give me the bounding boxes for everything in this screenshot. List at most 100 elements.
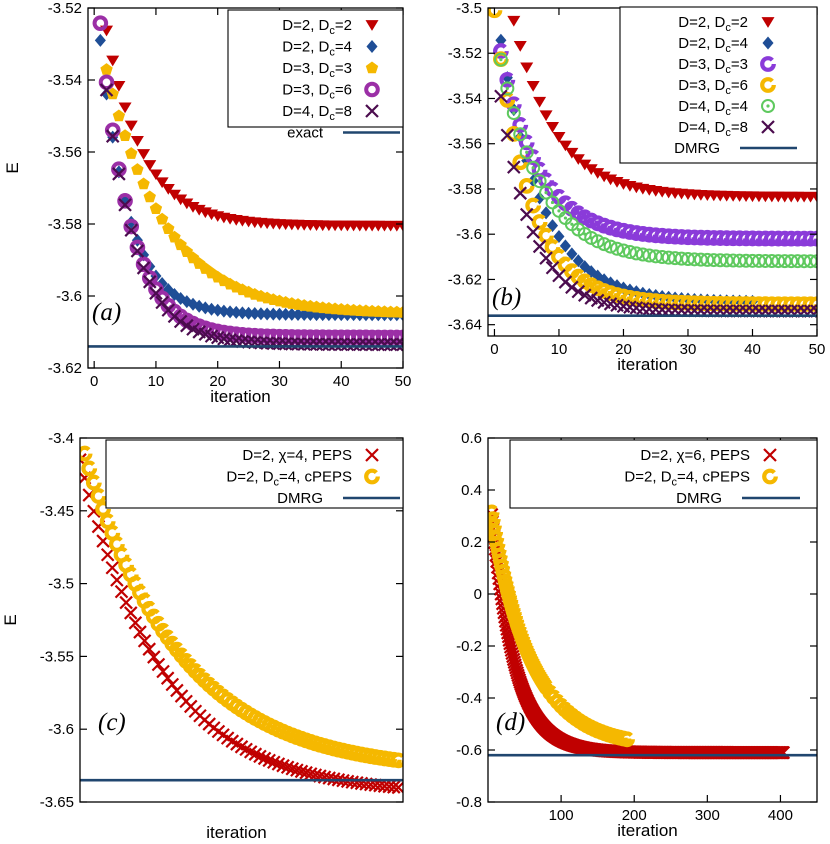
point-a-1-24 [243,306,255,320]
point-b-2-49 [809,230,817,247]
plot-area-c [80,445,403,795]
xtick-label-d-1: 200 [622,807,647,824]
legend-label-main-d-1: D=2, D [624,469,671,486]
point-a-4-30 [285,337,299,351]
point-b-4-2 [506,106,521,121]
point-a-1-35 [311,308,323,322]
point-a-0-12 [174,194,188,206]
legend-label-sub-a-0: c [329,25,335,37]
point-a-2-10 [162,222,175,234]
point-b-5-2 [507,160,521,174]
legend-label-main-b-2: D=3, D [678,56,725,73]
point-b-4-7-dot [544,191,548,195]
legend-label-main-b-3: D=3, D [678,77,725,94]
point-b-5-0 [494,89,508,104]
ytick-label-b-4: -3.58 [448,181,482,198]
point-b-5-7 [539,251,553,265]
point-b-4-1-dot [505,86,509,91]
legend-marker-c-1 [364,468,380,485]
point-b-0-7 [546,122,560,133]
point-b-1-10 [559,239,571,253]
series-c-1 [80,445,403,769]
point-a-1-21 [224,305,236,319]
legend-label-b-2: D=3, Dc=3 [678,56,748,76]
xtick-label-d-0: 100 [549,807,574,824]
point-b-4-0-ring [493,52,508,67]
ytick-label-d-2: 0.2 [461,534,482,551]
point-b-5-12 [571,284,586,299]
legend-label-sub-b-2: c [725,64,731,76]
legend-label-c-1: D=2, Dc=4, cPEPS [226,469,352,489]
panel-d: 0.6 0.4 0.2 0 -0.2 -0.4 -0.6 -0.8 100 200 300 400 it… [456,430,818,840]
point-c-0-14 [137,634,152,648]
point-a-2-4 [125,147,138,159]
xlabel-b: iteration [617,355,677,374]
legend-label-tail-c-1: =4, cPEPS [279,469,352,486]
point-c-0-17 [151,657,166,672]
point-a-0-2 [112,81,126,92]
legend-label-a-2: D=3, Dc=3 [282,60,352,80]
point-b-4-19-ring [616,243,631,258]
point-a-2-11 [168,230,181,243]
point-b-2-3 [512,117,529,133]
point-b-4-6 [532,174,547,189]
point-b-5-5 [526,225,540,239]
legend-label-main-c-0: D=2, χ=4, PEPS [242,447,352,464]
xtick-label-a-1: 10 [148,373,165,390]
point-c-1-1 [81,460,98,477]
point-a-0-14 [186,201,200,213]
ytick-label-a-5: -3.62 [48,360,82,377]
point-b-3-7 [531,214,548,230]
xlabel-c: iteration [206,823,266,842]
point-a-4-4 [124,223,139,237]
xtick-label-a-4: 40 [333,373,350,390]
legend-label-main-d-2: DMRG [676,490,722,507]
point-a-4-1 [105,129,120,143]
point-b-0-13 [584,164,598,175]
point-b-1-11 [566,247,578,261]
legend-label-a-4: D=4, Dc=8 [282,103,352,123]
point-b-4-17-ring [603,239,618,254]
point-a-0-10 [161,184,175,195]
legend-marker-b-4-ring [761,99,775,113]
point-a-3-2 [104,122,121,139]
ytick-label-a-0: -3.52 [48,0,82,17]
point-a-4-37 [328,337,342,352]
point-a-0-4 [124,120,138,132]
panel-b: -3.5 -3.52 -3.54 -3.56 -3.58 -3.6 -3.62 -3.64 0 1… [448,0,826,374]
frame-d [487,437,818,803]
point-b-1-9 [553,230,565,244]
ytick-label-b-3: -3.56 [448,136,482,153]
ytick-label-b-1: -3.52 [448,45,482,62]
point-b-2-1 [499,71,516,88]
ytick-label-a-2: -3.56 [48,144,82,161]
point-a-1-32 [292,307,304,321]
ytick-label-d-0: 0.6 [461,430,482,447]
point-a-1-17 [199,301,211,315]
point-b-4-9-dot [557,209,561,213]
point-b-0-14 [591,168,605,179]
legend-label-sub-b-5: c [725,127,731,139]
point-a-4-36 [322,337,336,352]
point-a-0-13 [180,198,194,210]
point-c-0-6 [100,547,115,562]
legend-label-main-a-3: D=3, D [282,82,329,99]
point-a-4-40 [346,337,361,352]
point-a-4-31 [291,337,305,351]
point-b-4-2-dot [512,111,516,115]
legend-label-tail-a-0: =2 [335,17,352,34]
point-a-4-29 [278,337,293,351]
point-b-0-1 [507,15,521,27]
xtick-label-b-4: 40 [744,341,761,358]
point-a-4-34 [309,337,324,352]
point-a-0-5 [130,136,144,147]
legend-label-main-b-6: DMRG [674,140,720,157]
point-b-5-1 [500,128,515,143]
point-a-1-28 [267,307,279,321]
point-b-4-6-dot [538,179,542,183]
series-d-1 [488,504,635,748]
point-a-4-8 [149,286,163,300]
point-b-4-5-dot [531,166,535,170]
legend-label-main-b-1: D=2, D [678,35,725,52]
legend-a: D=2, Dc=2D=2, Dc=4D=3, Dc=3D=3, Dc=6D=4,… [227,9,404,142]
